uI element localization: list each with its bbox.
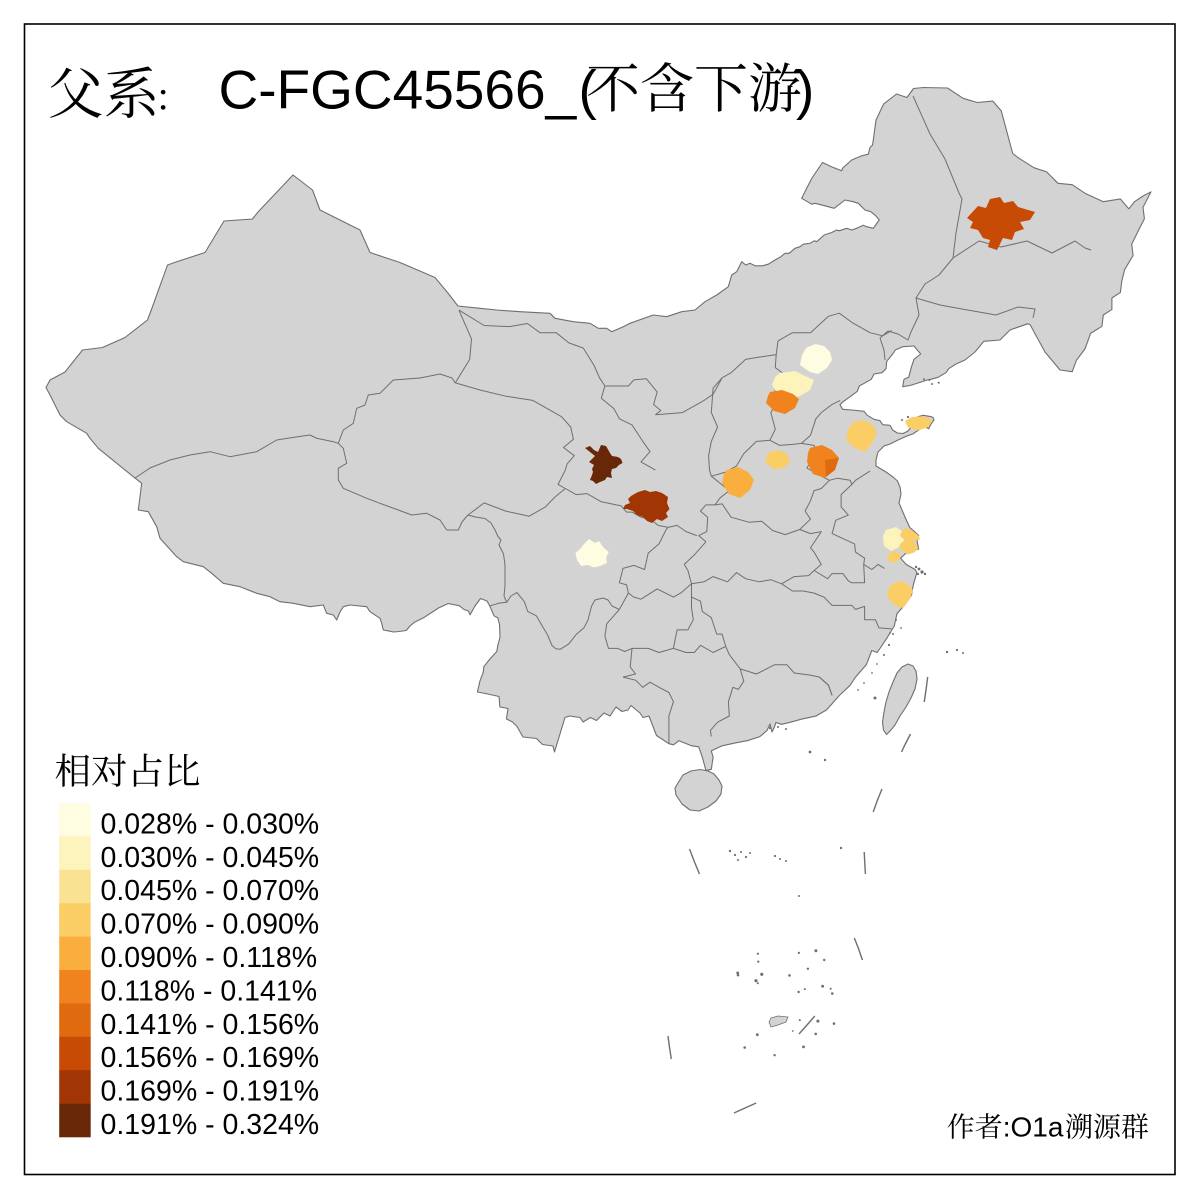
svg-text:0.118% - 0.141%: 0.118% - 0.141%	[101, 975, 318, 1007]
svg-text:0.090% - 0.118%: 0.090% - 0.118%	[101, 942, 318, 974]
svg-text:0.030% - 0.045%: 0.030% - 0.045%	[101, 842, 320, 874]
svg-text:): )	[796, 59, 814, 121]
svg-text:C-FGC45566_: C-FGC45566_	[219, 59, 578, 121]
svg-text:0.028% - 0.030%: 0.028% - 0.030%	[101, 808, 320, 840]
svg-text:0.070% - 0.090%: 0.070% - 0.090%	[101, 909, 320, 941]
svg-text::O1a: :O1a	[1003, 1112, 1064, 1143]
svg-text:0.169% - 0.191%: 0.169% - 0.191%	[101, 1076, 320, 1108]
svg-text:(: (	[579, 59, 597, 121]
svg-text:0.156% - 0.169%: 0.156% - 0.169%	[101, 1042, 320, 1074]
svg-text:0.045% - 0.070%: 0.045% - 0.070%	[101, 875, 320, 907]
svg-text:0.191% - 0.324%: 0.191% - 0.324%	[101, 1109, 320, 1141]
svg-text:0.141% - 0.156%: 0.141% - 0.156%	[101, 1009, 320, 1041]
